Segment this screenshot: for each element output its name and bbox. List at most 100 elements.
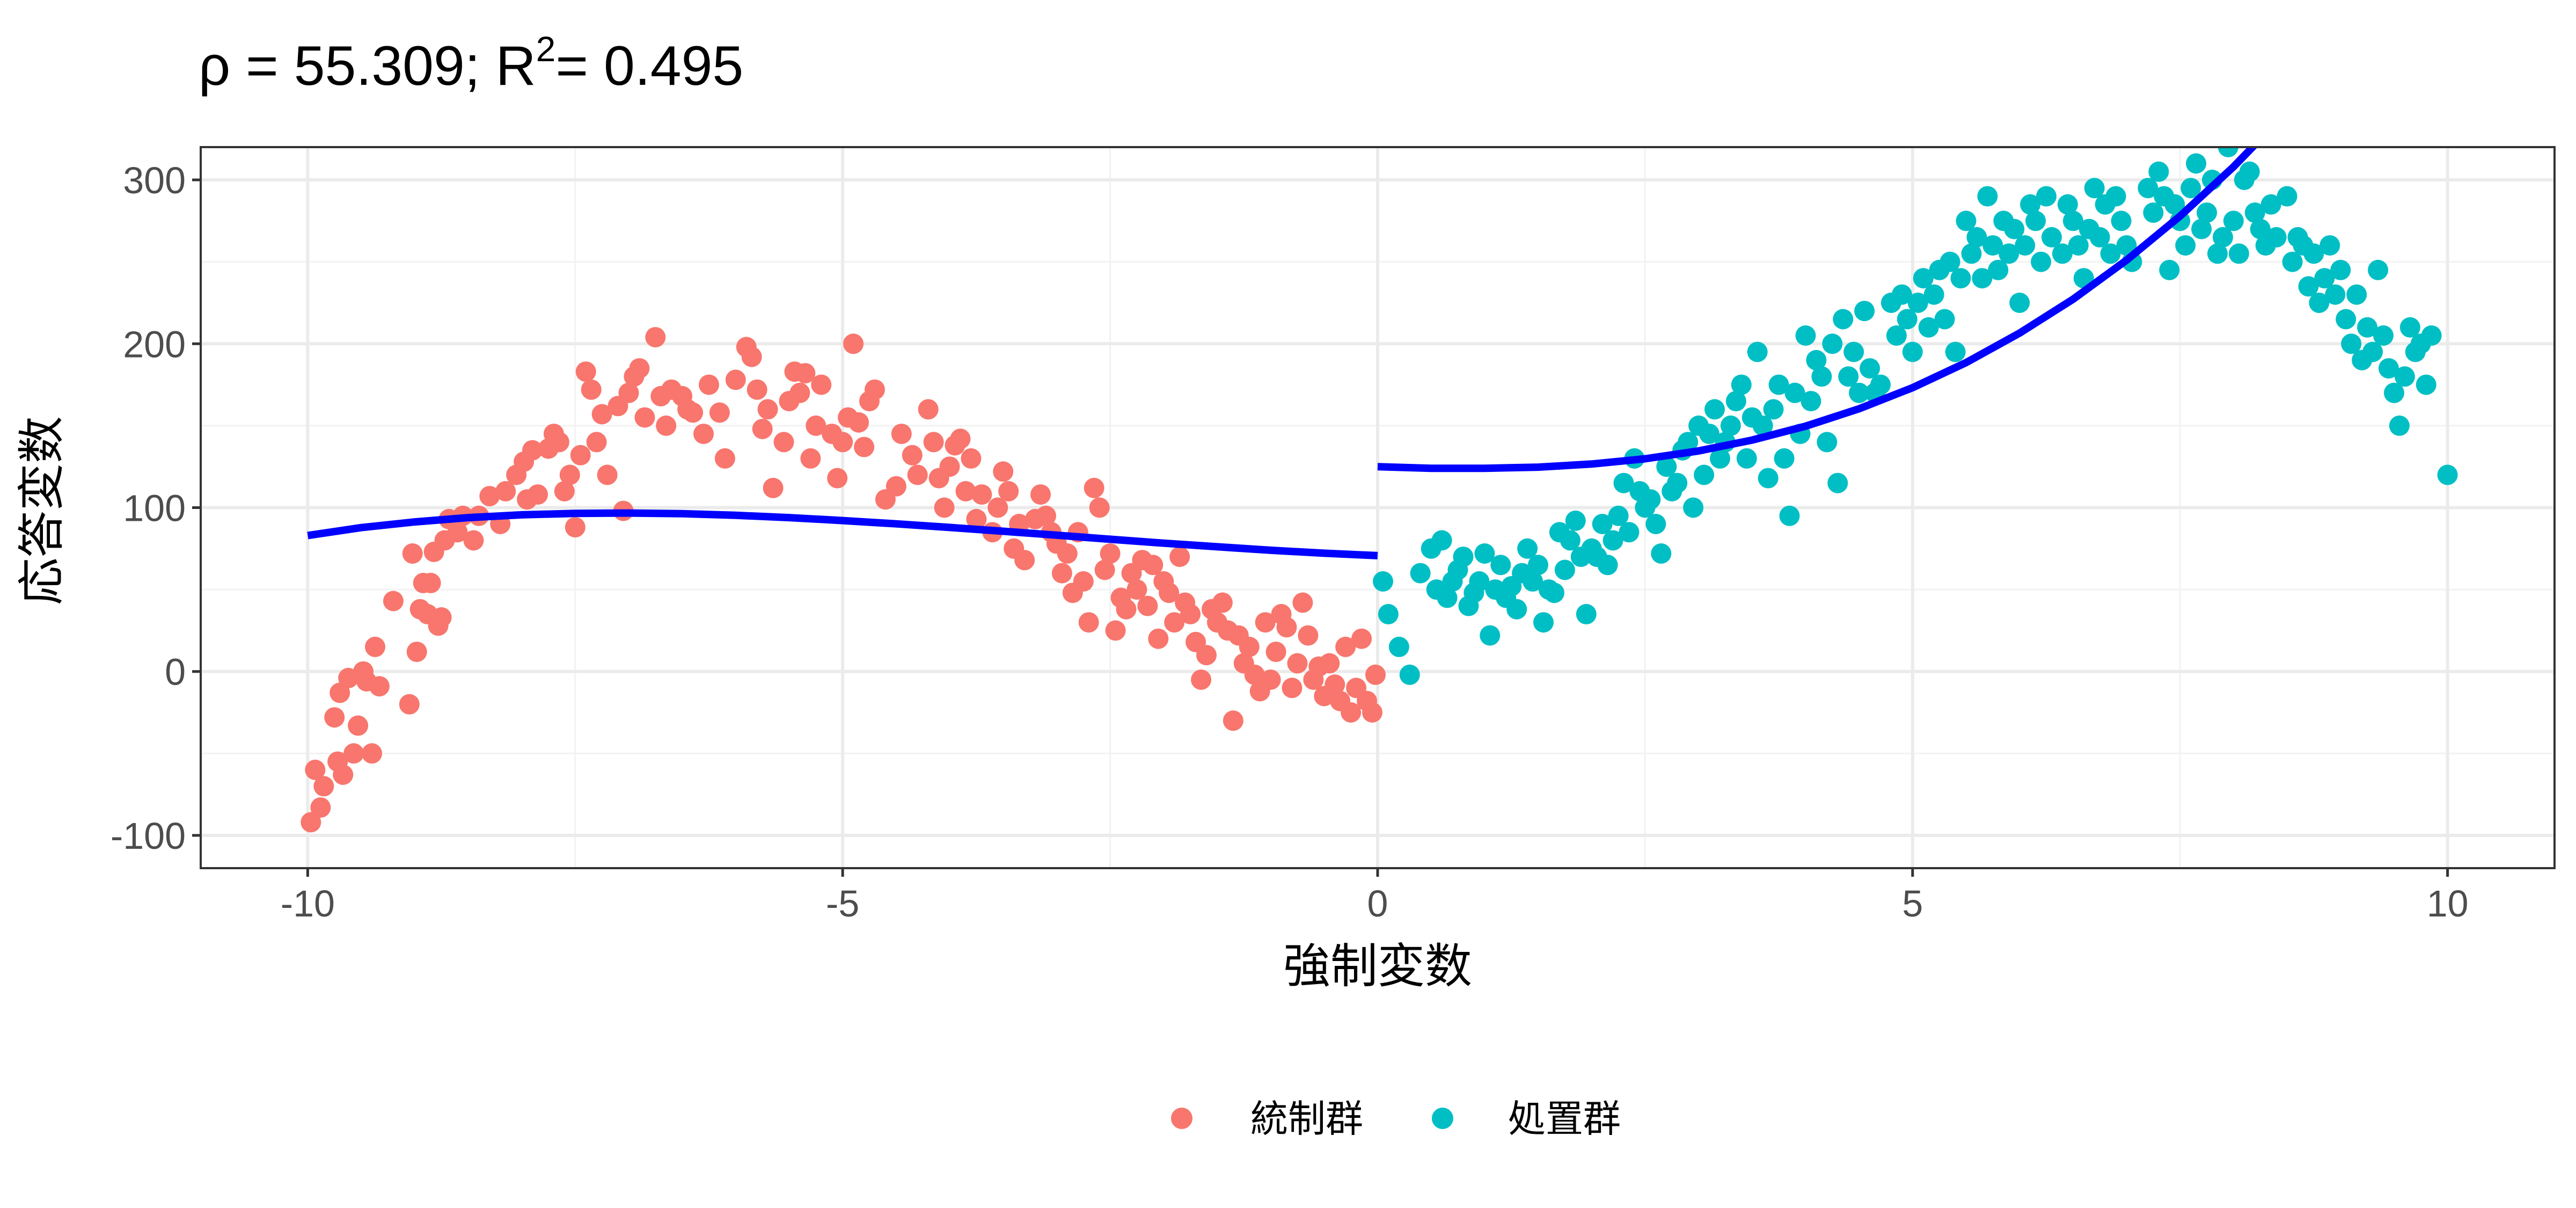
treatment-point <box>2346 284 2367 305</box>
control-point <box>827 468 848 489</box>
control-point <box>1057 543 1078 564</box>
treatment-point <box>2068 235 2089 256</box>
control-point <box>865 379 885 400</box>
control-point <box>1265 642 1286 663</box>
treatment-point <box>1977 186 1998 207</box>
treatment-point <box>1710 448 1730 469</box>
control-point <box>591 404 612 425</box>
control-point <box>811 374 832 395</box>
treatment-point <box>1999 243 2019 264</box>
control-point <box>1324 674 1345 695</box>
control-point <box>752 419 773 439</box>
treatment-point <box>1747 341 1768 362</box>
treatment-point <box>1410 563 1431 584</box>
treatment_fit-line <box>1377 147 2258 472</box>
treatment-point <box>2389 415 2410 436</box>
treatment-point <box>1490 555 1511 576</box>
treatment-point <box>1795 325 1816 346</box>
treatment-point <box>2052 243 2073 264</box>
treatment-point <box>1822 333 1843 354</box>
treatment-point <box>2314 268 2335 289</box>
control-point <box>1255 612 1276 633</box>
control-point <box>1078 612 1099 633</box>
treatment-point <box>1560 530 1580 551</box>
axis-ticks: -10 -5 0 5 10 -100 0 100 200 300 <box>111 159 2469 925</box>
control-point <box>310 797 331 818</box>
control-point <box>333 765 354 785</box>
control-point <box>399 694 420 715</box>
control-point <box>1084 477 1104 498</box>
control-point <box>1239 636 1260 657</box>
treatment-point <box>2143 202 2164 223</box>
treatment-point <box>1860 358 1880 379</box>
treatment-point <box>2207 243 2228 264</box>
y-tick-label: -100 <box>111 815 186 857</box>
treatment-point <box>2191 219 2212 239</box>
control-point <box>1276 617 1297 638</box>
treatment-point <box>1891 284 1912 305</box>
treatment-point <box>2330 259 2351 280</box>
y-tick-label: 300 <box>123 159 186 201</box>
data-points <box>301 147 2458 833</box>
treatment-point <box>2111 210 2132 231</box>
control-point <box>747 379 767 400</box>
control-point <box>479 486 500 507</box>
treatment-point <box>1774 448 1795 469</box>
treatment-point <box>2362 341 2383 362</box>
treatment-point <box>1950 268 1971 289</box>
treatment-point <box>2148 161 2169 182</box>
treatment-point <box>2218 147 2238 157</box>
y-axis-title: 応答変数 <box>14 416 69 605</box>
treatment-point <box>2228 243 2249 264</box>
control-point <box>773 432 794 453</box>
control-point <box>1260 670 1281 690</box>
control-point <box>795 363 816 384</box>
treatment-point <box>1902 341 1923 362</box>
control-point <box>1287 653 1308 674</box>
fit-lines <box>307 147 2258 559</box>
treatment-point <box>1907 293 1928 313</box>
treatment-point <box>1602 530 1623 551</box>
treatment-point <box>2175 235 2196 256</box>
control-point <box>645 327 666 348</box>
treatment-point <box>2416 374 2436 395</box>
treatment-point <box>1988 259 2009 280</box>
treatment-point <box>1678 432 1699 453</box>
control-point <box>406 642 427 663</box>
legend-label-control: 統制群 <box>1250 1097 1363 1141</box>
treatment-point <box>2164 194 2185 215</box>
treatment-point <box>2357 317 2378 338</box>
treatment-point <box>2421 325 2442 346</box>
control-point <box>305 759 326 780</box>
treatment-point <box>1806 350 1827 370</box>
treatment-point <box>1645 514 1666 534</box>
x-tick-label: 10 <box>2427 883 2469 925</box>
control-point <box>324 707 345 728</box>
control-point <box>955 481 976 501</box>
control-point <box>313 776 334 797</box>
legend-label-treatment: 処置群 <box>1508 1097 1621 1141</box>
control-point <box>1282 678 1302 698</box>
treatment-point <box>2336 309 2357 330</box>
treatment-point <box>1817 432 1838 453</box>
control-point <box>1351 628 1372 649</box>
treatment-point <box>1565 510 1586 531</box>
treatment-point <box>1934 309 1955 330</box>
treatment-point <box>1923 284 1944 305</box>
treatment-point <box>1843 341 1864 362</box>
control-point <box>1223 710 1243 731</box>
treatment-point <box>1838 366 1859 387</box>
treatment-point <box>1378 603 1399 624</box>
control-point <box>971 484 992 505</box>
control-point <box>757 399 778 420</box>
control-point <box>575 361 596 382</box>
control-point <box>565 517 586 538</box>
control-point <box>885 476 906 497</box>
treatment-point <box>2031 251 2052 272</box>
control-point <box>1126 579 1147 600</box>
treatment-point <box>2325 284 2346 305</box>
control_fit-line <box>307 509 1378 559</box>
treatment-point <box>1533 612 1554 633</box>
treatment-point <box>1801 391 1821 412</box>
treatment-point <box>1961 243 1982 264</box>
